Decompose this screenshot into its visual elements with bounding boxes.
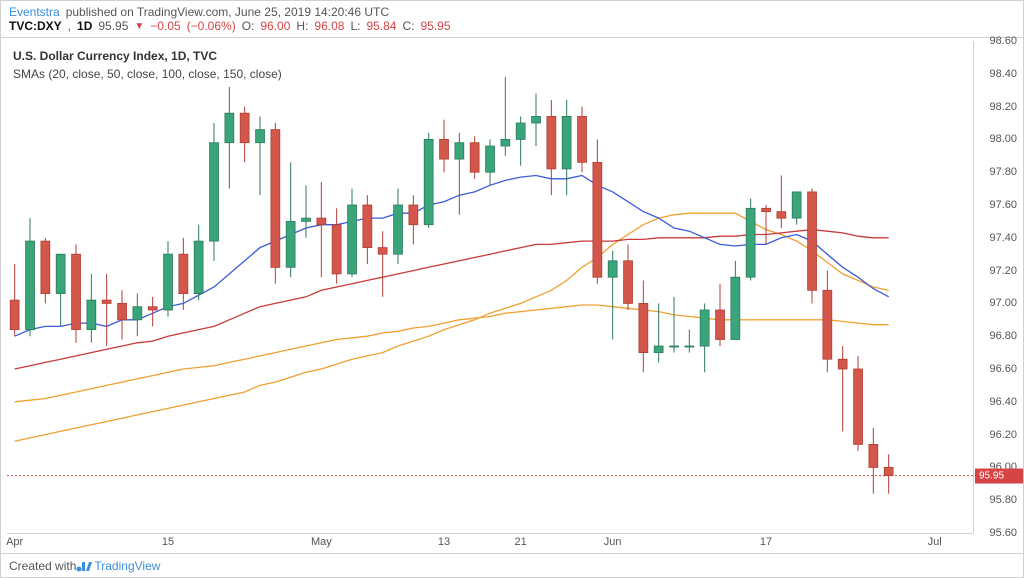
chart-header: Eventstra published on TradingView.com, … (1, 1, 1023, 38)
y-tick: 95.80 (989, 494, 1017, 506)
x-tick: Apr (6, 536, 23, 548)
x-tick: Jul (928, 536, 942, 548)
symbol: TVC:DXY (9, 19, 62, 33)
x-tick: 21 (515, 536, 527, 548)
x-tick: 13 (438, 536, 450, 548)
plot-area[interactable] (7, 41, 973, 533)
y-tick: 97.20 (989, 265, 1017, 277)
publish-info: published on TradingView.com, June 25, 2… (66, 5, 389, 19)
down-arrow-icon: ▼ (134, 21, 144, 32)
l-label: L: (350, 19, 360, 33)
y-tick: 98.60 (989, 35, 1017, 47)
created-with: Created with (9, 559, 76, 573)
y-tick: 95.60 (989, 527, 1017, 539)
x-axis: Apr 15 May 13 21 Jun 17 Jul (7, 533, 973, 553)
x-tick: 15 (162, 536, 174, 548)
change-pct: (−0.06%) (187, 19, 236, 33)
price-label: 95.95 (975, 468, 1023, 483)
y-tick: 96.80 (989, 330, 1017, 342)
x-tick: Jun (604, 536, 622, 548)
tradingview-text: TradingView (94, 559, 160, 573)
chart-svg (7, 41, 973, 533)
low: 95.84 (366, 19, 396, 33)
y-tick: 96.40 (989, 396, 1017, 408)
high: 96.08 (314, 19, 344, 33)
y-tick: 96.60 (989, 363, 1017, 375)
y-tick: 97.60 (989, 199, 1017, 211)
x-tick: 17 (760, 536, 772, 548)
chart-area[interactable]: U.S. Dollar Currency Index, 1D, TVC SMAs… (1, 41, 1023, 553)
x-tick: May (311, 536, 332, 548)
y-tick: 97.00 (989, 297, 1017, 309)
sma-legend: SMAs (20, close, 50, close, 100, close, … (13, 65, 282, 83)
tradingview-logo[interactable]: TradingView (76, 559, 160, 573)
change: −0.05 (150, 19, 180, 33)
y-tick: 98.40 (989, 68, 1017, 80)
y-tick: 96.20 (989, 429, 1017, 441)
open: 96.00 (260, 19, 290, 33)
publisher-link[interactable]: Eventstra (9, 5, 60, 19)
c-label: C: (402, 19, 414, 33)
last-price: 95.95 (98, 19, 128, 33)
o-label: O: (242, 19, 255, 33)
h-label: H: (296, 19, 308, 33)
y-tick: 97.80 (989, 166, 1017, 178)
y-tick: 97.40 (989, 232, 1017, 244)
footer: Created with TradingView (1, 553, 1023, 577)
chart-legend: U.S. Dollar Currency Index, 1D, TVC SMAs… (13, 47, 282, 83)
interval: 1D (77, 19, 92, 33)
close: 95.95 (420, 19, 450, 33)
chart-title: U.S. Dollar Currency Index, 1D, TVC (13, 47, 282, 65)
y-axis: 95.6095.8096.0096.2096.4096.6096.8097.00… (973, 41, 1023, 533)
y-tick: 98.20 (989, 101, 1017, 113)
y-tick: 98.00 (989, 133, 1017, 145)
